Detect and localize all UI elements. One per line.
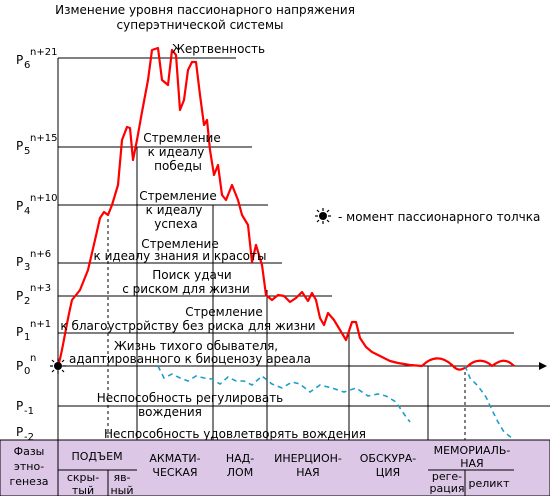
level-label-sub: 2 — [24, 296, 30, 307]
legend-text: - момент пассионарного толчка — [338, 210, 540, 224]
desc-p3-l1: Стремление — [141, 237, 219, 251]
level-descriptions: Жертвенность Стремление к идеалу победы … — [60, 42, 366, 441]
phase-breakdown-l2: ЛОМ — [227, 466, 253, 479]
desc-pm2: Неспособность удовлетворять вождения — [104, 427, 366, 441]
phase-rise-latent-l1: скры- — [67, 471, 99, 484]
level-label-sub: 3 — [24, 262, 30, 273]
level-label-base: P — [16, 325, 23, 339]
legend: - момент пассионарного толчка — [315, 208, 540, 224]
phase-memorial-l1: МЕМОРИАЛЬ- — [434, 444, 511, 457]
level-label-sub: -2 — [24, 432, 34, 443]
desc-p5-l2: к идеалу — [148, 145, 205, 159]
diagram-title-line1: Изменение уровня пассионарного напряжени… — [55, 3, 355, 17]
sun-burst-icon — [50, 358, 66, 374]
level-label-base: P — [16, 399, 23, 413]
desc-p3-l2: к идеалу знания и красоты — [94, 249, 267, 263]
phase-header-l1: Фазы — [14, 445, 45, 458]
phase-acmatic-l1: АКМАТИ- — [149, 452, 200, 465]
desc-p4-l3: успеха — [154, 217, 197, 231]
level-label-sub: 1 — [24, 332, 30, 343]
level-label-sup: n+3 — [30, 283, 51, 294]
level-label-sub: 0 — [24, 366, 30, 377]
phase-rise: ПОДЪЕМ — [71, 450, 122, 463]
desc-p2-l1: Поиск удачи — [152, 268, 231, 282]
phase-inertia-l2: НАЯ — [296, 466, 319, 479]
phase-header-l3: генеза — [9, 475, 48, 488]
phase-rise-latent-l2: тый — [72, 484, 94, 496]
diagram-title-line2: суперэтнической системы — [117, 18, 284, 32]
level-lines — [58, 57, 550, 441]
level-label-sup: n+6 — [30, 249, 51, 260]
level-label-sup: n+21 — [30, 47, 57, 58]
desc-p6: Жертвенность — [172, 42, 265, 56]
level-label-sup: n+15 — [30, 133, 57, 144]
level-label-sub: -1 — [24, 406, 34, 417]
phase-guides — [136, 147, 429, 440]
desc-p2-l2: с риском для жизни — [122, 282, 250, 296]
level-label-base: P — [16, 425, 23, 439]
phases-background — [0, 439, 550, 496]
desc-pm1-l2: вождения — [138, 405, 202, 419]
phase-header-l2: этно- — [14, 460, 44, 473]
desc-p1-l1: Стремление — [185, 305, 263, 319]
desc-p5-l3: победы — [154, 159, 202, 173]
level-axis-labels: P 6n+21P 5n+15P 4n+10P 3n+6P 2n+3P 1n+1P 0nP -1P… — [16, 47, 57, 443]
level-label-sub: 6 — [24, 60, 30, 71]
phase-memorial-l2: НАЯ — [460, 457, 483, 470]
level-label-sup: n — [30, 353, 36, 364]
desc-p4-l2: к идеалу — [146, 203, 203, 217]
level-label-base: P — [16, 359, 23, 373]
desc-p0-l2: адаптированного к биоценозу ареала — [69, 352, 311, 366]
desc-pm1-l1: Неспособность регулировать — [97, 391, 284, 405]
phase-rise-explicit-l2: ный — [110, 484, 133, 496]
desc-p5-l1: Стремление — [143, 131, 221, 145]
phase-obscuration-l2: ЦИЯ — [376, 466, 400, 479]
phase-memorial-regen-l1: реге- — [432, 470, 462, 483]
level-label-base: P — [16, 289, 23, 303]
decline-dashed-curve-1 — [157, 365, 411, 423]
level-label-base: P — [16, 53, 23, 67]
level-label-base: P — [16, 139, 23, 153]
desc-p1-l2: к благоустройству без риска для жизни — [60, 319, 315, 333]
phases-table: Фазы этно- генеза ПОДЪЕМ скры- тый яв- н… — [0, 439, 550, 496]
phase-obscuration-l1: ОБСКУРА- — [360, 452, 417, 465]
desc-p4-l1: Стремление — [139, 189, 217, 203]
phase-acmatic-l2: ЧЕСКАЯ — [152, 466, 197, 479]
sun-burst-icon — [315, 208, 331, 224]
phase-rise-explicit-l1: яв- — [113, 471, 130, 484]
phase-breakdown-l1: НАД- — [226, 452, 254, 465]
phase-memorial-regen-l2: рация — [430, 482, 465, 495]
level-label-sup: n+1 — [30, 319, 51, 330]
level-label-base: P — [16, 199, 23, 213]
level-label-sub: 5 — [24, 146, 30, 157]
level-label-sub: 4 — [24, 206, 30, 217]
phase-memorial-relic: реликт — [469, 477, 511, 490]
decline-dashed-curve-2 — [464, 365, 513, 439]
passionarity-curve — [56, 46, 515, 371]
phase-inertia-l1: ИНЕРЦИОН- — [274, 452, 342, 465]
level-label-base: P — [16, 255, 23, 269]
level-label-sup: n+10 — [30, 193, 57, 204]
desc-p0-l1: Жизнь тихого обывателя, — [114, 339, 278, 353]
